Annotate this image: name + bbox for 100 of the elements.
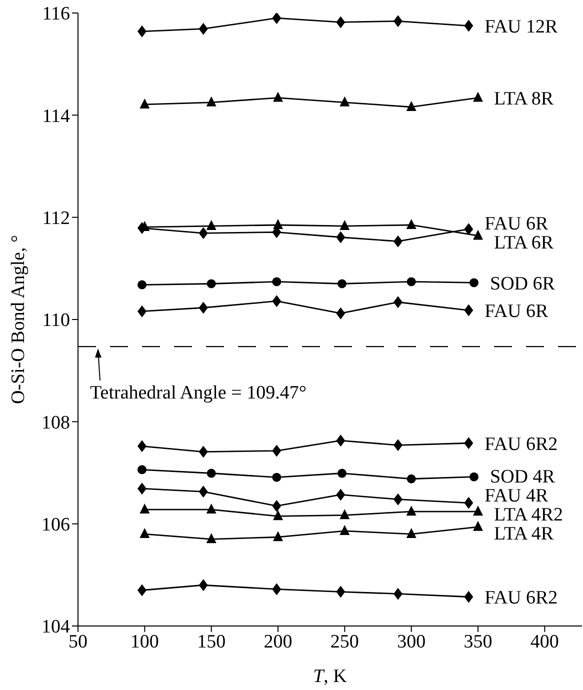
- point: [406, 100, 416, 111]
- series-label: LTA 4R2: [494, 504, 564, 526]
- point: [138, 482, 146, 495]
- x-tick-label: 100: [130, 631, 159, 652]
- point: [338, 468, 346, 478]
- point: [336, 434, 346, 447]
- point: [394, 439, 402, 452]
- x-tick-label: 50: [68, 631, 88, 652]
- point: [198, 486, 208, 498]
- y-tick-label: 106: [42, 514, 70, 536]
- point: [140, 98, 150, 108]
- point: [394, 235, 402, 248]
- point: [406, 277, 416, 286]
- point: [138, 584, 146, 596]
- series-label: LTA 4R: [494, 524, 554, 545]
- point: [138, 280, 146, 290]
- point: [206, 279, 216, 288]
- point: [272, 472, 282, 482]
- point: [464, 20, 474, 32]
- point: [336, 307, 346, 320]
- point: [272, 444, 282, 457]
- point: [338, 279, 346, 288]
- point: [140, 504, 150, 514]
- x-tick-label: 300: [397, 631, 426, 652]
- point: [470, 278, 478, 288]
- point: [206, 220, 216, 230]
- x-tick-label: 400: [530, 631, 559, 652]
- point: [272, 500, 282, 512]
- point: [198, 302, 208, 314]
- point: [406, 474, 416, 484]
- point: [394, 15, 402, 28]
- point: [473, 520, 483, 531]
- point: [473, 506, 483, 516]
- y-tick-label: 104: [42, 616, 70, 638]
- point: [272, 13, 282, 24]
- point: [140, 528, 150, 538]
- point: [464, 496, 474, 509]
- point: [406, 218, 416, 229]
- series-label: FAU 6R2: [484, 588, 558, 609]
- y-tick-label: 112: [42, 208, 70, 230]
- point: [336, 488, 346, 501]
- point: [464, 590, 474, 603]
- series-label: FAU 4R: [484, 486, 549, 507]
- point: [394, 296, 402, 308]
- point: [273, 92, 283, 102]
- point: [138, 440, 146, 452]
- point: [464, 304, 474, 316]
- x-tick-label: 150: [197, 631, 226, 652]
- point: [198, 22, 208, 35]
- point: [272, 277, 282, 286]
- point: [340, 96, 350, 106]
- point: [470, 472, 478, 482]
- series-label: FAU 6R: [484, 214, 549, 235]
- point: [394, 588, 402, 600]
- point: [336, 586, 346, 598]
- point: [336, 16, 346, 28]
- series-label: FAU 6R: [484, 300, 549, 322]
- x-tick-label: 250: [330, 631, 359, 652]
- y-tick-label: 116: [42, 4, 70, 25]
- point: [473, 230, 483, 240]
- series-label: LTA 8R: [494, 88, 554, 110]
- point: [206, 533, 216, 544]
- point: [198, 446, 208, 458]
- point: [273, 510, 283, 520]
- point: [336, 231, 346, 244]
- point: [406, 506, 416, 516]
- point: [340, 509, 350, 520]
- y-tick-label: 110: [42, 310, 70, 332]
- point: [406, 528, 416, 538]
- series-label: SOD 6R: [490, 273, 556, 294]
- point: [206, 96, 216, 106]
- point: [206, 468, 216, 478]
- point: [140, 221, 150, 232]
- point: [340, 524, 350, 535]
- point: [138, 465, 146, 474]
- point: [198, 227, 208, 240]
- point: [340, 220, 350, 230]
- point: [138, 305, 146, 318]
- series-label: FAU 12R: [484, 16, 558, 38]
- point: [464, 437, 474, 450]
- annotation: Tetrahedral Angle = 109.47°: [90, 382, 306, 404]
- point: [138, 25, 146, 38]
- x-tick-label: 200: [264, 631, 292, 652]
- series-label: SOD 4R: [490, 466, 556, 488]
- point: [206, 504, 216, 514]
- series-label: FAU 6R2: [484, 434, 558, 455]
- y-axis-title: O-Si-O Bond Angle, °: [8, 234, 29, 404]
- point: [273, 218, 283, 229]
- y-tick-label: 114: [42, 106, 70, 127]
- y-tick-label: 108: [42, 412, 70, 434]
- point: [464, 223, 474, 236]
- point: [394, 493, 402, 506]
- x-axis-title: T, K: [313, 666, 348, 687]
- x-tick-label: 350: [464, 631, 492, 652]
- point: [198, 579, 208, 592]
- point: [272, 295, 282, 308]
- series-label: LTA 6R: [494, 232, 554, 254]
- point: [272, 583, 282, 596]
- point: [473, 92, 483, 102]
- point: [273, 531, 283, 542]
